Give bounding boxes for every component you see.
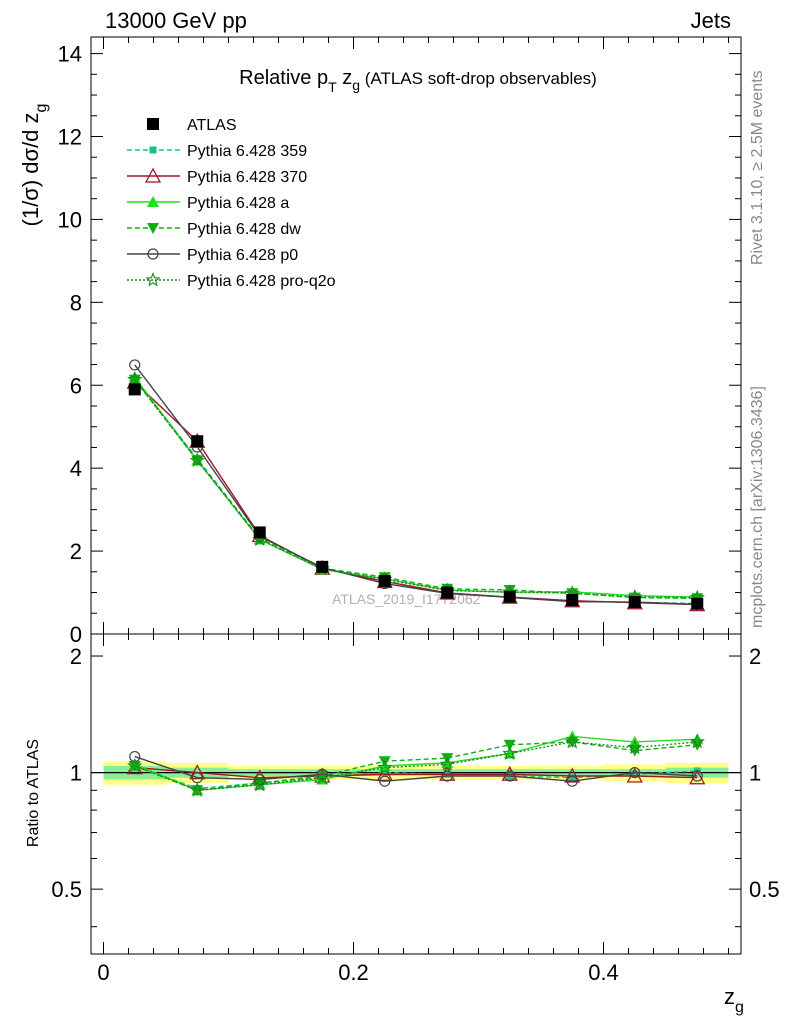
- ratio-y-tick-label-right: 1: [749, 761, 761, 786]
- ratio-y-tick-label: 1: [70, 761, 82, 786]
- data-point: [316, 560, 329, 573]
- series-point-main: [127, 371, 143, 387]
- series-point-ratio: [691, 770, 703, 782]
- series-point-ratio: [377, 759, 393, 775]
- series-point-ratio: [316, 770, 329, 782]
- legend-label: Pythia 6.428 p0: [187, 247, 298, 264]
- y-tick-label: 8: [70, 290, 82, 315]
- series-point-ratio: [379, 775, 391, 787]
- legend-marker: [147, 196, 159, 207]
- y-axis-label: (1/σ) dσ/d zg: [18, 104, 50, 227]
- legend-marker: [149, 146, 157, 154]
- series-line-main: [134, 381, 698, 606]
- series-point-ratio: [127, 757, 143, 773]
- series-line-ratio: [134, 741, 698, 792]
- y-tick-label: 14: [58, 42, 82, 67]
- series-point-ratio: [689, 769, 706, 785]
- header-process: 13000 GeV pp: [105, 8, 247, 33]
- series-point-ratio: [627, 739, 643, 755]
- series-point-main: [189, 452, 205, 468]
- ratio-y-tick-label: 0.5: [51, 877, 82, 902]
- y-tick-label: 4: [70, 456, 82, 481]
- series-point-ratio: [129, 750, 141, 763]
- series-point-ratio: [631, 770, 639, 778]
- data-point: [253, 526, 266, 539]
- x-tick-label: 0.2: [338, 960, 369, 985]
- series-point-ratio: [439, 765, 456, 781]
- series-line-main: [134, 379, 698, 605]
- legend-label: Pythia 6.428 370: [187, 169, 307, 186]
- ratio-y-tick-label-right: 2: [749, 644, 761, 669]
- y-tick-label: 10: [58, 207, 82, 232]
- series-point-ratio: [316, 768, 328, 780]
- legend-marker: [145, 271, 161, 287]
- series-point-ratio: [568, 774, 576, 782]
- series-point-ratio: [689, 733, 705, 749]
- series-point-ratio: [441, 770, 453, 782]
- data-point: [441, 586, 454, 599]
- data-point: [628, 596, 641, 609]
- chart-title: Relative pT zg (ATLAS soft-drop observab…: [239, 67, 597, 95]
- series-line-main: [134, 364, 698, 605]
- y-tick-label: 6: [70, 373, 82, 398]
- series-point-ratio: [252, 776, 268, 792]
- data-point: [128, 383, 141, 396]
- series-point-ratio: [566, 775, 578, 787]
- series-point-ratio: [376, 765, 393, 781]
- ratio-y-tick-label: 2: [70, 644, 82, 669]
- series-point-ratio: [501, 765, 518, 781]
- mcplots-reference: mcplots.cern.ch [arXiv:1306.3436]: [749, 386, 766, 628]
- x-axis-label: zg: [724, 984, 744, 1016]
- legend-marker: [147, 223, 159, 234]
- series-point-ratio: [439, 756, 455, 771]
- x-tick-label: 0.4: [588, 960, 619, 985]
- legend-marker: [144, 167, 162, 183]
- series-point-ratio: [564, 733, 580, 749]
- series-point-ratio: [502, 745, 518, 761]
- series-point-main: [129, 359, 141, 371]
- header-category: Jets: [691, 8, 731, 33]
- y-tick-label: 2: [70, 539, 82, 564]
- data-point: [378, 574, 391, 587]
- legend-label: Pythia 6.428 359: [187, 143, 307, 160]
- ratio-y-tick-label-right: 0.5: [749, 877, 780, 902]
- series-point-ratio: [564, 767, 581, 783]
- legend-label: Pythia 6.428 pro-q2o: [187, 273, 336, 290]
- series-point-ratio: [381, 769, 389, 777]
- ratio-plot-frame: [90, 633, 742, 955]
- series-point-main: [503, 584, 516, 596]
- data-point: [191, 435, 204, 448]
- legend-label: Pythia 6.428 a: [187, 195, 289, 212]
- series-line-ratio: [134, 766, 698, 779]
- series-point-ratio: [189, 764, 206, 780]
- y-tick-label: 0: [70, 622, 82, 647]
- legend-label-data: ATLAS: [187, 117, 237, 134]
- series-line-ratio: [134, 735, 698, 792]
- y-tick-label: 12: [58, 125, 82, 150]
- legend-marker-data: [147, 118, 159, 130]
- rivet-version-note: Rivet 3.1.10, ≥ 2.5M events: [749, 70, 766, 265]
- legend-label: Pythia 6.428 dw: [187, 221, 301, 238]
- series-line-ratio: [134, 741, 698, 792]
- series-point-ratio: [629, 766, 641, 779]
- series-line-ratio: [134, 755, 698, 782]
- series-point-ratio: [189, 782, 205, 797]
- series-point-ratio: [504, 770, 516, 782]
- series-line-main: [134, 379, 698, 599]
- data-point: [691, 597, 704, 610]
- data-point: [566, 594, 579, 607]
- series-point-ratio: [503, 739, 516, 751]
- ratio-axis-label: Ratio to ATLAS: [25, 739, 42, 847]
- data-point: [503, 590, 516, 603]
- series-point-ratio: [314, 769, 330, 785]
- series-point-ratio: [253, 777, 266, 789]
- x-tick-label: 0: [97, 960, 109, 985]
- legend-marker: [147, 248, 159, 260]
